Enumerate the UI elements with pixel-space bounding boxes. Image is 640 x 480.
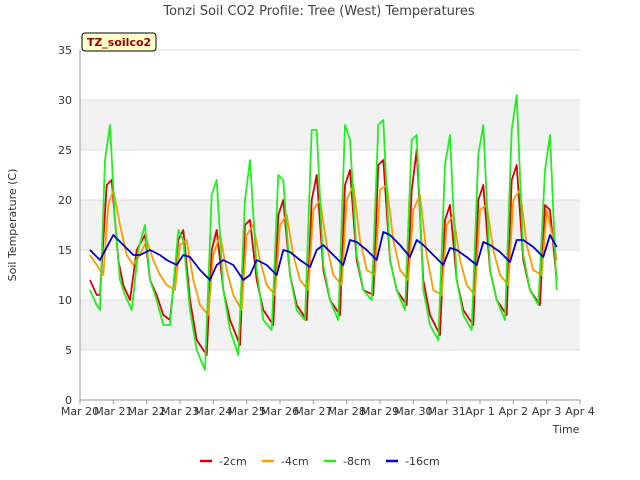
legend-label: -8cm: [343, 455, 371, 468]
y-tick-label: 20: [58, 194, 72, 207]
x-tick-label: Apr 1: [465, 405, 495, 418]
legend-label: -2cm: [219, 455, 247, 468]
series-line-2cmcm: [89, 149, 558, 356]
y-tick-label: 25: [58, 144, 72, 157]
x-tick-label: Mar 28: [328, 405, 366, 418]
x-tick-label: Mar 24: [194, 405, 232, 418]
chart-title: Tonzi Soil CO2 Profile: Tree (West) Temp…: [162, 4, 475, 19]
plot-band: [80, 200, 580, 250]
legend: -2cm -4cm -8cm -16cm: [200, 455, 440, 468]
y-tick-label: 0: [65, 394, 72, 407]
x-tick-label: Mar 30: [394, 405, 432, 418]
x-tick-label: Apr 2: [499, 405, 529, 418]
x-tick-label: Mar 29: [361, 405, 399, 418]
x-tick-label: Mar 25: [228, 405, 266, 418]
series-line-8cmcm: [89, 94, 558, 371]
y-tick-labels: 0 5 10 15 20 25 30 35: [58, 44, 72, 407]
x-tick-label: Mar 31: [428, 405, 466, 418]
x-tick-label: Mar 20: [61, 405, 99, 418]
x-tick-label: Mar 23: [161, 405, 199, 418]
series-line-4cmcm: [89, 184, 558, 316]
x-tick-label: Mar 22: [128, 405, 166, 418]
y-tick-label: 30: [58, 94, 72, 107]
series-lines: [89, 94, 558, 371]
x-tick-label: Mar 27: [294, 405, 332, 418]
badge: TZ_soilco2: [81, 32, 157, 52]
plot-band: [80, 100, 580, 150]
y-tick-label: 5: [65, 344, 72, 357]
legend-label: -4cm: [281, 455, 309, 468]
axes: [79, 50, 580, 401]
x-tick-label: Mar 26: [261, 405, 299, 418]
x-tick-label: Apr 3: [532, 405, 562, 418]
legend-label: -16cm: [405, 455, 440, 468]
x-axis-label: Time: [552, 423, 580, 436]
y-tick-label: 15: [58, 244, 72, 257]
x-tick-label: Mar 21: [94, 405, 132, 418]
y-tick-label: 10: [58, 294, 72, 307]
y-tick-label: 35: [58, 44, 72, 57]
plot-bands: [80, 50, 580, 400]
x-tick-label: Apr 4: [565, 405, 595, 418]
y-axis-label: Soil Temperature (C): [6, 169, 19, 282]
series-line-16cmcm: [89, 231, 558, 281]
badge-label: TZ_soilco2: [87, 36, 151, 49]
